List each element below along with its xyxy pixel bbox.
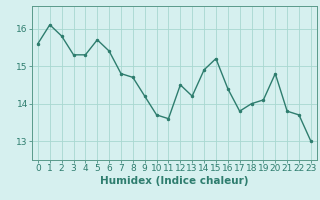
X-axis label: Humidex (Indice chaleur): Humidex (Indice chaleur) <box>100 176 249 186</box>
